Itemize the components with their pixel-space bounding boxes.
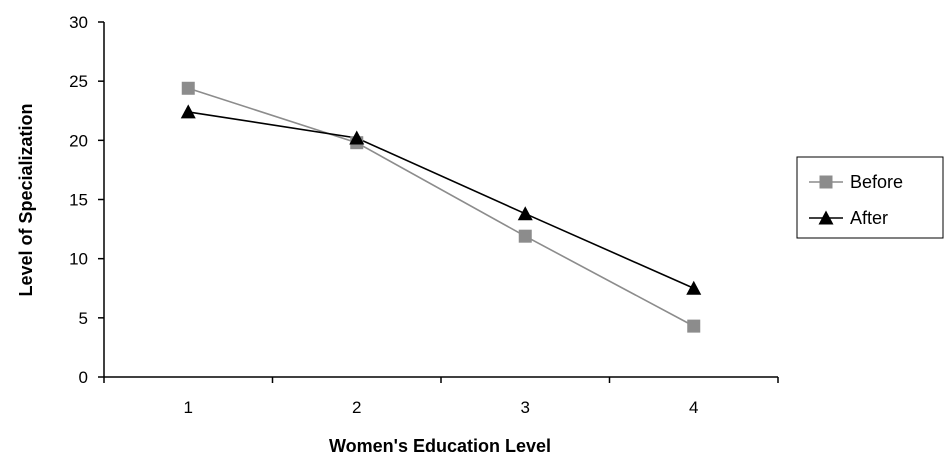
y-tick-label: 0 bbox=[79, 368, 88, 387]
axes bbox=[98, 21, 779, 383]
legend-label-after: After bbox=[850, 208, 888, 228]
series-line-after bbox=[188, 111, 695, 289]
y-tick-label: 25 bbox=[69, 72, 88, 91]
y-tick-label: 5 bbox=[79, 309, 88, 328]
legend-marker-before bbox=[819, 175, 833, 189]
y-axis-title: Level of Specialization bbox=[16, 103, 36, 296]
data-point-after-2 bbox=[349, 130, 365, 145]
tick-labels: 0 5 10 15 20 25 30 1 2 3 4 bbox=[69, 13, 698, 417]
legend-marker-after bbox=[818, 210, 834, 225]
data-point-after-1 bbox=[180, 104, 196, 119]
series-lines bbox=[188, 87, 695, 327]
x-tick-label: 3 bbox=[521, 398, 530, 417]
data-point-before-1 bbox=[181, 81, 195, 95]
data-point-before-4 bbox=[687, 319, 701, 333]
x-axis-title: Women's Education Level bbox=[329, 436, 551, 456]
series-markers bbox=[180, 81, 702, 333]
x-tick-label: 1 bbox=[184, 398, 193, 417]
data-point-before-3 bbox=[518, 229, 532, 243]
y-tick-label: 20 bbox=[69, 131, 88, 150]
legend-label-before: Before bbox=[850, 172, 903, 192]
x-tick-label: 4 bbox=[689, 398, 698, 417]
legend: Before After bbox=[796, 156, 944, 239]
x-tick-label: 2 bbox=[352, 398, 361, 417]
data-point-after-3 bbox=[517, 206, 533, 221]
series-line-before bbox=[188, 87, 695, 327]
y-tick-label: 30 bbox=[69, 13, 88, 32]
data-point-after-4 bbox=[686, 280, 702, 295]
y-tick-label: 10 bbox=[69, 250, 88, 269]
legend-box bbox=[796, 156, 944, 239]
y-tick-label: 15 bbox=[69, 191, 88, 210]
